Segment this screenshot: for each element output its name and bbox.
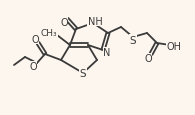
Text: S: S — [80, 68, 86, 78]
Text: O: O — [31, 35, 39, 45]
Text: OH: OH — [167, 42, 182, 52]
Text: S: S — [130, 36, 136, 46]
Text: CH₃: CH₃ — [41, 28, 57, 37]
Text: N: N — [103, 48, 111, 58]
Text: NH: NH — [88, 17, 102, 27]
Text: O: O — [60, 18, 68, 28]
Text: O: O — [29, 61, 37, 71]
Text: O: O — [144, 54, 152, 63]
